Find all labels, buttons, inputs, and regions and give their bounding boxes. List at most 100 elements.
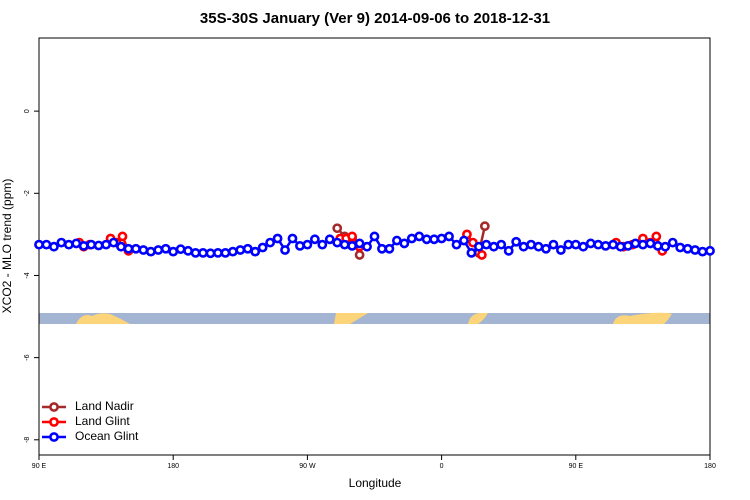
point: [466, 247, 477, 258]
point: [242, 243, 253, 254]
point: [697, 246, 708, 257]
point: [473, 241, 484, 252]
point: [690, 245, 700, 255]
point: [101, 239, 111, 250]
point: [287, 233, 298, 244]
point: [347, 231, 358, 242]
point: [436, 233, 447, 244]
point: [34, 239, 44, 250]
point: [41, 239, 52, 250]
chart-title: 35S-30S January (Ver 9) 2014-09-06 to 20…: [200, 10, 550, 27]
point: [220, 247, 231, 258]
y-axis-label: XCO2 - MLO trend (ppm): [0, 179, 14, 314]
x-tick-label: 0: [440, 463, 444, 470]
legend-marker: [49, 432, 59, 442]
point: [675, 242, 686, 253]
y-tick-label: -6: [24, 354, 31, 360]
y-tick-label: 0: [24, 109, 31, 113]
point: [309, 234, 320, 245]
x-tick-label: 90 W: [299, 463, 316, 470]
point: [615, 241, 626, 252]
point: [667, 237, 678, 248]
point: [660, 241, 671, 252]
point: [548, 239, 559, 250]
point: [272, 233, 283, 244]
point: [705, 245, 715, 256]
point: [414, 231, 425, 242]
point: [198, 247, 208, 258]
point: [652, 240, 663, 251]
point: [93, 240, 104, 251]
point: [481, 239, 492, 250]
point: [56, 237, 67, 248]
point: [347, 240, 358, 251]
point: [63, 239, 74, 250]
point: [250, 246, 261, 257]
point: [227, 246, 238, 257]
legend-label: Land Glint: [75, 414, 130, 428]
point: [332, 223, 343, 234]
y-tick-label: -8: [24, 437, 31, 443]
point: [541, 243, 551, 254]
point: [406, 233, 417, 244]
point: [71, 238, 82, 249]
point: [205, 248, 216, 259]
point: [459, 235, 469, 246]
point: [384, 243, 395, 254]
point: [563, 239, 574, 250]
legend-label: Land Nadir: [75, 399, 134, 413]
legend-marker: [49, 402, 59, 412]
legend-label: Ocean Glint: [75, 429, 139, 443]
point: [160, 243, 171, 254]
point: [116, 241, 126, 252]
point: [623, 240, 633, 251]
point: [339, 239, 350, 250]
point: [123, 243, 134, 254]
point: [518, 241, 529, 252]
x-tick-label: 90 E: [569, 463, 584, 470]
point: [444, 231, 454, 242]
point: [585, 238, 596, 249]
point: [608, 239, 618, 250]
point: [49, 241, 59, 252]
point: [265, 237, 276, 248]
point: [533, 241, 544, 252]
point: [555, 245, 566, 255]
point: [503, 245, 514, 256]
point: [324, 234, 335, 245]
point: [317, 239, 328, 250]
point: [369, 231, 380, 242]
point: [108, 237, 119, 248]
point: [476, 250, 487, 260]
point: [235, 245, 246, 255]
point: [190, 247, 201, 258]
point: [362, 241, 372, 252]
point: [213, 247, 223, 258]
point: [479, 221, 490, 232]
point: [578, 241, 589, 252]
point: [354, 238, 365, 249]
point: [593, 239, 604, 250]
point: [117, 231, 128, 242]
point: [257, 242, 268, 253]
point: [429, 234, 440, 245]
point: [630, 238, 641, 249]
point: [145, 246, 156, 257]
point: [391, 235, 402, 246]
point: [138, 245, 149, 255]
point: [377, 243, 387, 254]
point: [488, 241, 499, 252]
point: [332, 237, 343, 248]
point: [86, 239, 97, 250]
legend-marker: [49, 417, 59, 427]
point: [600, 240, 611, 251]
point: [511, 236, 522, 247]
point: [682, 243, 693, 254]
x-axis-label: Longitude: [349, 476, 402, 490]
point: [295, 240, 305, 251]
point: [399, 238, 410, 249]
point: [354, 250, 365, 260]
point: [280, 245, 290, 255]
point: [153, 245, 164, 255]
